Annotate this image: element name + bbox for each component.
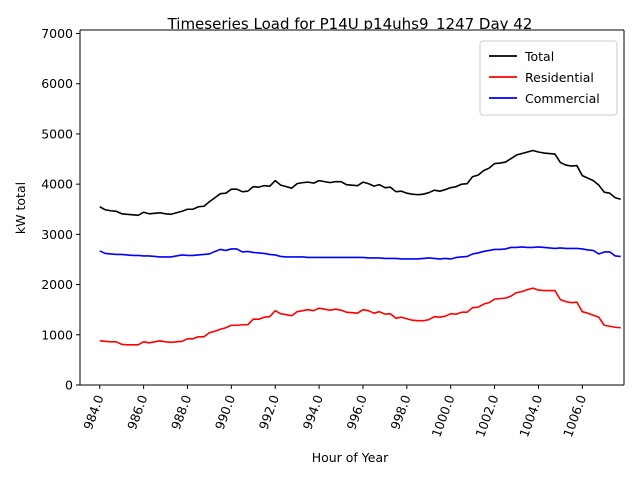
x-tick-label: 1002.0 bbox=[472, 393, 501, 439]
x-axis-label: Hour of Year bbox=[312, 450, 389, 465]
legend-label-residential: Residential bbox=[525, 70, 594, 85]
x-tick-label: 996.0 bbox=[343, 393, 369, 432]
series-line-commercial bbox=[99, 246, 621, 260]
legend-label-commercial: Commercial bbox=[525, 91, 600, 106]
y-tick-label: 4000 bbox=[41, 177, 73, 192]
x-tick-label: 998.0 bbox=[387, 393, 413, 432]
series-line-residential bbox=[99, 287, 621, 346]
x-tick-label: 1000.0 bbox=[428, 393, 457, 439]
x-tick-label: 992.0 bbox=[256, 393, 282, 432]
chart-legend: Total Residential Commercial bbox=[479, 40, 618, 116]
y-tick-label: 0 bbox=[65, 378, 73, 393]
y-tick-label: 6000 bbox=[41, 76, 73, 91]
x-tick-label: 988.0 bbox=[168, 393, 194, 432]
x-tick-label: 986.0 bbox=[124, 393, 150, 432]
chart-title: Timeseries Load for P14U p14uhs9_1247 Da… bbox=[167, 15, 533, 34]
x-tick-label: 994.0 bbox=[300, 393, 326, 432]
y-axis-label: kW total bbox=[13, 182, 28, 234]
legend-box bbox=[479, 40, 618, 116]
x-tick-label: 984.0 bbox=[80, 393, 106, 432]
legend-label-total: Total bbox=[524, 49, 554, 64]
y-tick-label: 1000 bbox=[41, 327, 73, 342]
y-axis-ticks: 0 1000 2000 3000 4000 5000 6000 7000 bbox=[41, 26, 80, 393]
series-line-total bbox=[99, 149, 621, 217]
x-tick-label: 1006.0 bbox=[560, 393, 589, 439]
y-tick-label: 2000 bbox=[41, 277, 73, 292]
x-tick-label: 1004.0 bbox=[516, 393, 545, 439]
y-tick-label: 7000 bbox=[41, 26, 73, 41]
y-tick-label: 3000 bbox=[41, 227, 73, 242]
x-tick-label: 990.0 bbox=[212, 393, 238, 432]
series-layer bbox=[99, 149, 621, 346]
y-tick-label: 5000 bbox=[41, 126, 73, 141]
plot-frame bbox=[79, 29, 625, 386]
x-axis-ticks: 984.0 986.0 988.0 990.0 992.0 994.0 996.0 998.0… bbox=[80, 385, 589, 439]
